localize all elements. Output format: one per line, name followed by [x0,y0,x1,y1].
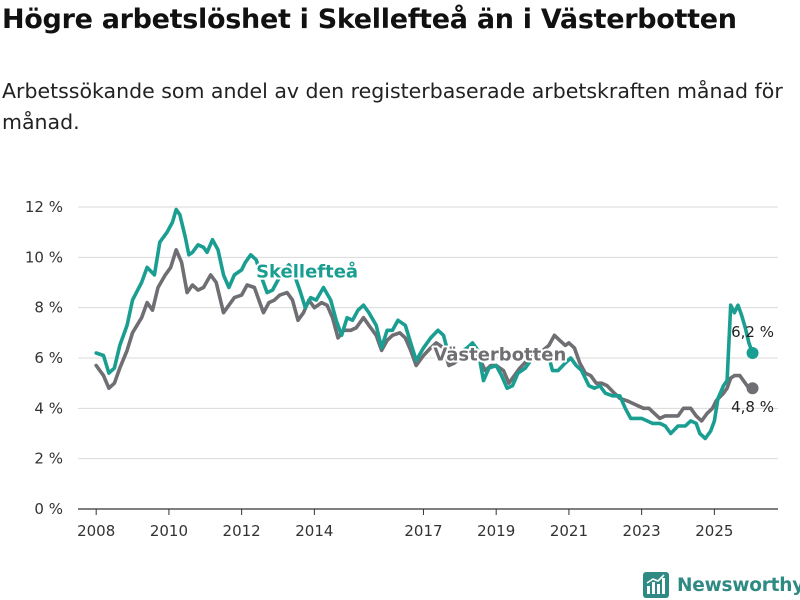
x-tick-label: 2012 [223,522,261,540]
x-tick-label: 2023 [623,522,661,540]
chart-subtitle: Arbetssökande som andel av den registerb… [2,79,783,134]
y-tick-label: 4 % [34,399,63,417]
chart-title: Högre arbetslöshet i Skellefteå än i Väs… [2,4,737,35]
x-tick-label: 2014 [295,522,333,540]
series-end-value-label: 6,2 % [731,323,774,341]
series-end-marker [746,346,759,359]
x-tick-label: 2017 [404,522,442,540]
series-name-label: Skellefteå [256,260,358,282]
y-tick-label: 8 % [34,299,63,317]
series-line-v-sterbotten [94,248,755,423]
y-tick-label: 0 % [34,500,63,518]
series-labels: 6,2 % 4,8 % Skellefteå Västerbotten [254,258,774,416]
series-name-label: Västerbotten [433,345,566,366]
newsworthy-logo-icon [643,572,669,598]
brand-name: Newsworthy [677,574,800,596]
x-tick-label: 2025 [695,522,733,540]
series-end-value-label: 4,8 % [731,398,774,416]
x-tick-label: 2021 [550,522,588,540]
gridlines [78,206,778,510]
y-tick-label: 12 % [25,198,63,216]
x-tick-label: 2008 [77,522,115,540]
axes: 0 % 2 % 4 % 6 % 8 % 10 % 12 % 2008 2010 2012 2014 2… [25,198,734,540]
y-tick-label: 6 % [34,349,63,367]
series-line-skellefte- [94,207,755,441]
x-tick-label: 2010 [150,522,188,540]
series-end-marker [746,382,759,395]
y-tick-label: 10 % [25,248,63,266]
x-tick-label: 2019 [477,522,515,540]
y-tick-label: 2 % [34,450,63,468]
series-group [94,207,759,441]
newsworthy-brand: Newsworthy [643,570,800,600]
